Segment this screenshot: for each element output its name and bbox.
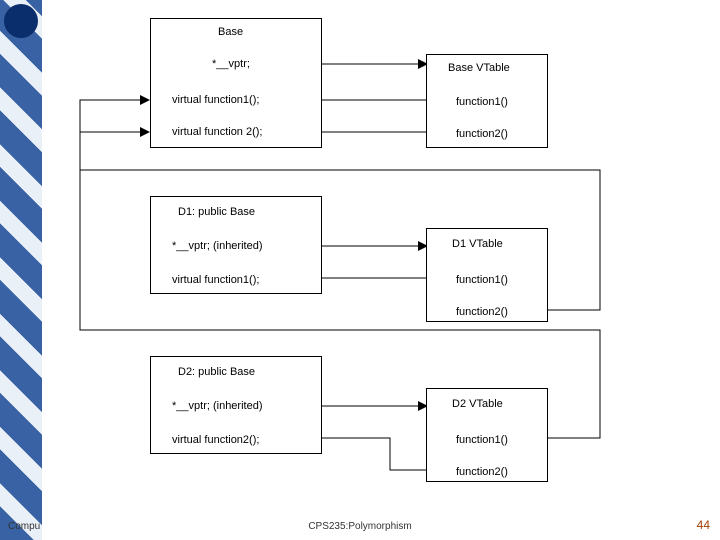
diagram-canvas: [0, 0, 720, 540]
base-vtable-f1: function1(): [456, 96, 508, 108]
base-vtable-title: Base VTable: [448, 62, 510, 74]
d2-vtable-title: D2 VTable: [452, 398, 503, 410]
d2-vptr: *__vptr; (inherited): [172, 400, 263, 412]
base-vf1: virtual function1();: [172, 94, 259, 106]
d2-vtable-f2: function2(): [456, 466, 508, 478]
footer-left: Compu: [8, 521, 40, 532]
d1-vptr: *__vptr; (inherited): [172, 240, 263, 252]
d1-vtable-f1: function1(): [456, 274, 508, 286]
d1-vf1: virtual function1();: [172, 274, 259, 286]
footer-center: CPS235:Polymorphism: [308, 521, 411, 532]
base-vf2: virtual function 2();: [172, 126, 262, 138]
d1-vtable-f2: function2(): [456, 306, 508, 318]
d2-title: D2: public Base: [178, 366, 255, 378]
d1-title: D1: public Base: [178, 206, 255, 218]
d2-vf2: virtual function2();: [172, 434, 259, 446]
base-vptr: *__vptr;: [212, 58, 250, 70]
d2-vtable-f1: function1(): [456, 434, 508, 446]
footer-page-number: 44: [697, 518, 710, 532]
base-vtable-f2: function2(): [456, 128, 508, 140]
d1-vtable-title: D1 VTable: [452, 238, 503, 250]
base-title: Base: [218, 26, 243, 38]
